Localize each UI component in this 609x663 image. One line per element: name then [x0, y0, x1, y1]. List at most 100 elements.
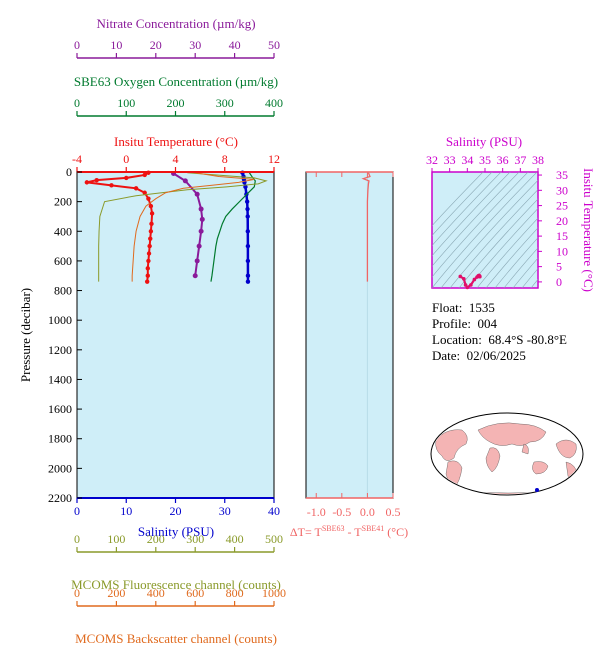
- delta-t-tick-label: 0.0: [360, 505, 375, 519]
- location-row: Location: 68.4°S -80.8°E: [432, 332, 567, 348]
- pressure-tick-label: 2200: [48, 491, 72, 505]
- backscatter-tick-label: 1000: [262, 586, 286, 600]
- ts-density-contour: [476, 217, 538, 288]
- delta-t-tick-label: -0.5: [332, 505, 351, 519]
- ts-density-contour: [432, 172, 520, 267]
- nitrate-point: [194, 191, 200, 197]
- ts-y-tick-label: 20: [556, 214, 568, 228]
- ts-x-tick-label: 37: [514, 153, 526, 167]
- ts-x-tick-label: 36: [497, 153, 509, 167]
- temperature-point: [84, 180, 90, 185]
- ts-density-contour: [494, 237, 538, 288]
- temperature-point: [124, 175, 129, 181]
- fluorescence-tick-label: 200: [147, 532, 165, 546]
- ts-density-contour: [530, 278, 538, 288]
- oxygen-axis: SBE63 Oxygen Concentration (µm/kg) 0 100 2…: [74, 74, 283, 117]
- fluorescence-tick-label: 500: [265, 532, 283, 546]
- temperature-tick-label: -4: [72, 152, 82, 166]
- world-map: [430, 412, 584, 496]
- temperature-point: [148, 203, 154, 209]
- backscatter-profile-line: [131, 172, 255, 282]
- temperature-tick-label: 4: [173, 152, 179, 166]
- ts-point: [465, 285, 470, 290]
- backscatter-axis-label-text: MCOMS Backscatter channel (counts): [75, 631, 277, 646]
- pressure-tick-label: 1400: [48, 372, 72, 386]
- nitrate-tick-label: 20: [150, 38, 162, 52]
- temperature-axis: Insitu Temperature (°C) -4 0 4 8 12: [72, 134, 280, 172]
- delta-t-line: [361, 172, 371, 282]
- oxygen-profile-line: [210, 172, 256, 282]
- float-value: 1535: [468, 300, 495, 315]
- oxygen-axis-label: SBE63 Oxygen Concentration (µm/kg): [74, 74, 278, 89]
- temperature-point: [133, 186, 139, 191]
- delta-t-tick-label: 0.5: [386, 505, 401, 519]
- nitrate-tick-label: 30: [189, 38, 201, 52]
- pressure-tick-label: 200: [54, 195, 72, 209]
- date-value: 02/06/2025: [466, 348, 526, 363]
- location-label: Location:: [432, 332, 482, 347]
- ts-plot-area: [431, 171, 539, 289]
- salinity-tick-label: 30: [219, 504, 231, 518]
- backscatter-tick-label: 400: [147, 586, 165, 600]
- temperature-point: [148, 229, 154, 234]
- ts-density-contour: [512, 257, 538, 288]
- ts-density-contour: [432, 172, 493, 236]
- nitrate-point: [198, 206, 204, 212]
- float-id-row: Float: 1535: [432, 300, 567, 316]
- fluorescence-tick-label: 0: [74, 532, 80, 546]
- ts-x-tick-label: 38: [532, 153, 544, 167]
- oxygen-tick-label: 0: [74, 96, 80, 110]
- ts-density-contour: [432, 172, 529, 278]
- backscatter-tick-label: 600: [186, 586, 204, 600]
- ts-x-tick-label: 34: [461, 153, 473, 167]
- salinity-point: [245, 258, 251, 264]
- oxygen-tick-label: 300: [216, 96, 234, 110]
- temperature-point: [146, 251, 152, 256]
- location-value: 68.4°S -80.8°E: [488, 332, 567, 347]
- ts-y-tick-label: 0: [556, 275, 562, 289]
- ts-y-tick-label: 25: [556, 199, 568, 213]
- ts-salinity-label: Salinity (PSU): [446, 134, 522, 149]
- salinity-tick-label: 10: [120, 504, 132, 518]
- nitrate-point: [198, 228, 204, 234]
- delta-t-plot-area: [305, 171, 394, 499]
- ts-x-tick-label: 32: [426, 153, 438, 167]
- ts-point: [458, 274, 463, 279]
- salinity-point: [245, 243, 251, 249]
- ts-x-tick-label: 33: [444, 153, 456, 167]
- salinity-point: [245, 214, 250, 219]
- temperature-point: [146, 258, 151, 264]
- temperature-point: [94, 177, 99, 183]
- temperature-point: [109, 183, 114, 188]
- pressure-tick-label: 1200: [48, 343, 72, 357]
- temperature-axis-label: Insitu Temperature (°C): [114, 134, 238, 149]
- ts-point: [478, 274, 482, 279]
- pressure-tick-label: 600: [54, 254, 72, 268]
- delta-t-tick-label: -1.0: [307, 505, 326, 519]
- pressure-axis-label: Pressure (decibar): [18, 288, 33, 382]
- fluorescence-tick-label: 300: [186, 532, 204, 546]
- nitrate-axis-label: Nitrate Concentration (µm/kg): [96, 16, 255, 31]
- temperature-point: [142, 190, 147, 195]
- nitrate-point: [182, 178, 188, 184]
- backscatter-axis: 0 200 400 600 800 1000 MCOMS Backscatter chan…: [74, 586, 286, 646]
- ts-y-tick-label: 10: [556, 244, 568, 258]
- date-row: Date: 02/06/2025: [432, 348, 567, 364]
- fluorescence-axis-label: MCOMS Fluorescence channel (counts): [71, 577, 281, 592]
- pressure-tick-label: 0: [66, 165, 72, 179]
- ts-y-tick-label: 30: [556, 183, 568, 197]
- float-info-panel: Float: 1535 Profile: 004 Location: 68.4°…: [432, 300, 567, 364]
- main-plot-area: [76, 171, 275, 499]
- pressure-tick-label: 800: [54, 284, 72, 298]
- profile-label: Profile:: [432, 316, 471, 331]
- ts-point: [469, 283, 473, 287]
- profile-value: 004: [477, 316, 498, 331]
- salinity-point: [245, 206, 250, 212]
- temperature-tick-label: 12: [268, 152, 280, 166]
- ts-density-contour: [458, 198, 538, 288]
- ts-y-tick-label: 35: [556, 168, 568, 182]
- salinity-point: [245, 279, 251, 284]
- ts-density-contour: [432, 172, 538, 288]
- ts-density-contour: [503, 247, 538, 288]
- salinity-point: [245, 273, 251, 278]
